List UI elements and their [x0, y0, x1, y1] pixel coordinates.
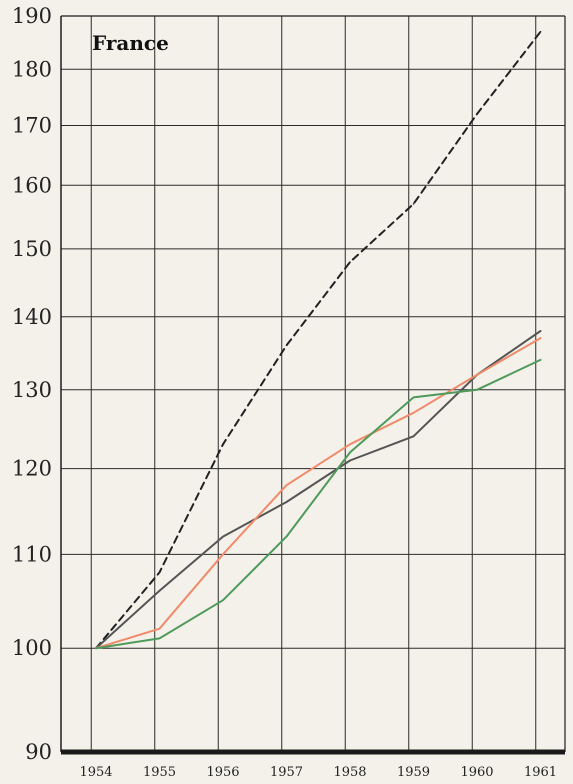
axes: [60, 15, 566, 755]
x-tick-label: 1955: [143, 765, 176, 780]
data-point: [412, 411, 415, 414]
y-tick-label: 100: [12, 636, 52, 660]
data-point: [285, 344, 288, 347]
y-tick-label: 130: [12, 378, 52, 402]
data-point: [158, 571, 161, 574]
data-point: [285, 501, 288, 503]
data-point: [476, 388, 478, 391]
x-tick-label: 1954: [79, 765, 112, 780]
x-tick-label: 1961: [524, 765, 557, 780]
data-point: [539, 30, 542, 33]
y-tick-label: 120: [12, 457, 52, 481]
data-point: [539, 330, 542, 332]
y-tick-label: 140: [12, 305, 52, 329]
y-tick-label: 110: [12, 542, 52, 566]
x-tick-label: 1956: [206, 765, 239, 780]
x-tick-label: 1958: [333, 765, 366, 780]
x-tick-label: 1957: [270, 765, 303, 780]
data-point: [539, 337, 542, 339]
y-tick-label: 160: [12, 173, 52, 197]
data-point: [285, 484, 288, 486]
series-line-2: [95, 330, 542, 650]
data-point: [539, 359, 542, 361]
data-point: [412, 435, 415, 438]
data-point: [349, 261, 351, 263]
series-lines: [95, 30, 542, 650]
data-point: [349, 451, 351, 454]
data-point: [412, 396, 415, 399]
data-point: [349, 443, 351, 446]
series-line-1: [95, 30, 542, 650]
chart-title: France: [92, 31, 169, 55]
x-tick-label: 1960: [460, 765, 493, 780]
tick-labels: 90 100 110 120 130 140 150 160 170 180 190 1954 1955…: [12, 4, 557, 780]
y-tick-label: 190: [12, 4, 52, 28]
data-point: [412, 203, 415, 205]
grid: [61, 15, 565, 752]
data-point: [285, 535, 288, 538]
data-point: [349, 459, 351, 462]
data-point: [158, 627, 161, 630]
y-tick-label: 90: [25, 740, 52, 764]
data-point: [476, 373, 478, 376]
data-point: [158, 590, 161, 592]
data-point: [222, 599, 224, 601]
y-tick-label: 170: [12, 114, 52, 138]
data-point: [476, 113, 478, 115]
series-line-3: [95, 337, 542, 650]
y-tick-label: 150: [12, 237, 52, 261]
data-point: [222, 443, 224, 446]
data-point: [95, 647, 97, 650]
y-tick-label: 180: [12, 57, 52, 81]
data-point: [222, 553, 224, 556]
data-point: [222, 535, 224, 538]
series-line-4: [95, 358, 542, 650]
x-tick-label: 1959: [397, 765, 430, 780]
data-point: [158, 637, 161, 640]
